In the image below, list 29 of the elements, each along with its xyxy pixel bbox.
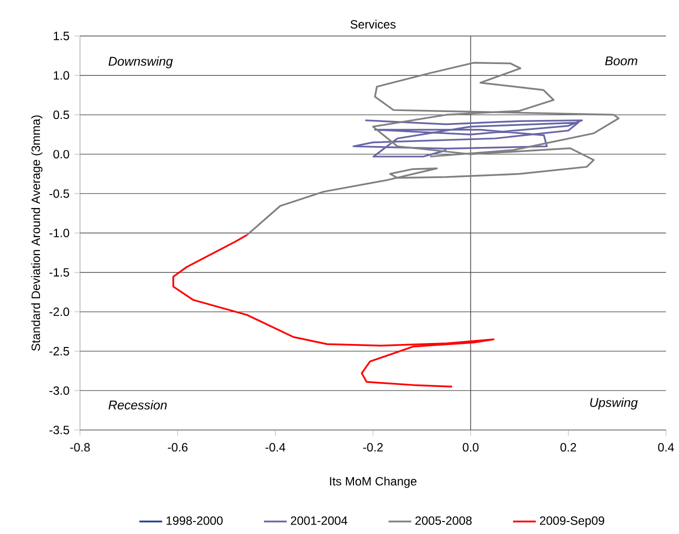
y-tick-label: 1.0 (54, 71, 70, 80)
annotation: Downswing (108, 56, 173, 68)
x-tick-label: -0.6 (168, 443, 188, 452)
legend-label: 1998-2000 (166, 516, 223, 525)
x-tick-label: 0.4 (658, 443, 674, 452)
chart-title: Services (350, 20, 396, 29)
legend-label: 2005-2008 (415, 516, 472, 525)
y-tick-label: -2.5 (49, 346, 70, 356)
x-tick-label: 0.2 (560, 443, 576, 452)
annotation: Recession (108, 400, 167, 410)
annotation: Boom (605, 56, 638, 66)
y-tick-label: -1.5 (49, 268, 70, 277)
x-tick-label: -0.8 (70, 443, 90, 452)
x-axis-title: Its MoM Change (330, 476, 416, 488)
legend-label: 2001-2004 (290, 516, 348, 525)
x-tick-label: -0.4 (266, 443, 286, 452)
y-tick-label: -3.0 (49, 386, 70, 395)
x-tick-label: -0.2 (363, 443, 383, 452)
y-axis-title: Standard Deviation Around Average (3mma) (31, 115, 42, 351)
y-tick-label: -3.5 (49, 426, 70, 434)
legend-label: 2009-Sep09 (540, 516, 604, 528)
y-tick-label: 0.0 (53, 150, 70, 158)
y-tick-label: 0.5 (53, 110, 70, 120)
y-tick-label: -0.5 (49, 189, 70, 198)
y-tick-label: -1.0 (49, 228, 70, 238)
annotation: Upswing (590, 398, 638, 410)
y-tick-label: 1.5 (54, 32, 70, 40)
y-tick-label: -2.0 (49, 308, 70, 316)
x-tick-label: 0.0 (462, 443, 479, 452)
